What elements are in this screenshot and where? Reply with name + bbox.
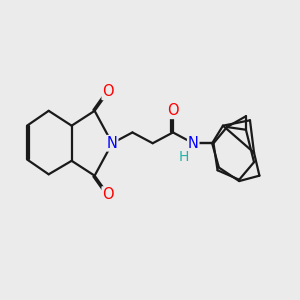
Text: N: N <box>107 136 118 151</box>
Text: O: O <box>167 103 179 118</box>
Text: O: O <box>102 84 114 99</box>
Text: H: H <box>178 150 189 164</box>
Text: O: O <box>102 187 114 202</box>
Text: N: N <box>188 136 199 151</box>
